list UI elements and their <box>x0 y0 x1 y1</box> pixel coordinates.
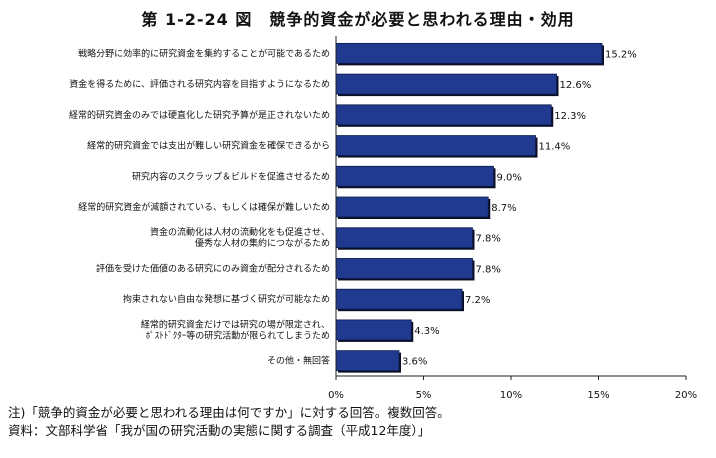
category-label-9: 経常的研究資金だけでは研究の場が限定され、ﾎﾟｽﾄﾄﾞｸﾀｰ等の研究活動が限られ… <box>141 318 330 341</box>
footnote-note: 注)「競争的資金が必要と思われる理由は何ですか」に対する回答。複数回答。 <box>8 405 450 420</box>
x-tick-label-1: 5% <box>416 390 432 401</box>
footnote-source: 資料：文部科学省「我が国の研究活動の実態に関する調査（平成12年度）」 <box>8 423 431 438</box>
bar-4 <box>335 165 494 187</box>
bar-1 <box>335 73 557 95</box>
value-label-5: 8.7% <box>491 203 516 214</box>
bar-5 <box>335 196 489 218</box>
category-label-10: その他・無回答 <box>267 355 330 367</box>
bar-2 <box>335 104 552 126</box>
x-tick-label-2: 10% <box>500 390 522 401</box>
value-label-8: 7.2% <box>465 295 490 306</box>
value-label-6: 7.8% <box>476 234 501 245</box>
value-label-7: 7.8% <box>476 264 501 275</box>
footnotes: 注)「競争的資金が必要と思われる理由は何ですか」に対する回答。複数回答。 資料：… <box>8 404 450 440</box>
category-label-4: 研究内容のスクラップ＆ビルドを促進させるため <box>132 170 330 182</box>
bar-7 <box>335 258 473 279</box>
value-label-4: 9.0% <box>497 172 522 183</box>
category-label-3: 経常的研究資金では支出が難しい研究資金を確保できるから <box>87 140 330 152</box>
chart-title: 第 1-2-24 図 競争的資金が必要と思われる理由・効用 <box>141 10 575 29</box>
category-label-8: 拘束されない自由な発想に基づく研究が可能なため <box>123 293 330 305</box>
category-label-0: 戦略分野に効率的に研究資金を集約することが可能であるため <box>78 47 330 59</box>
value-label-9: 4.3% <box>414 326 439 337</box>
category-labels: 戦略分野に効率的に研究資金を集約することが可能であるため資金を得るために、評価さ… <box>69 47 330 366</box>
x-tick-label-3: 15% <box>587 390 609 401</box>
category-label-1: 資金を得るために、評価される研究内容を目指すようになるため <box>69 78 330 90</box>
x-tick-label-0: 0% <box>328 390 344 401</box>
bar-3 <box>335 135 536 156</box>
x-axis: 0% 5% 10% 15% 20% <box>328 36 697 401</box>
bar-chart: 戦略分野に効率的に研究資金を集約することが可能であるため資金を得るために、評価さ… <box>69 36 697 401</box>
bars <box>335 42 604 373</box>
value-label-0: 15.2% <box>605 49 637 60</box>
category-label-2: 経常的研究資金のみでは硬直化した研究予算が是正されないため <box>69 109 330 121</box>
category-label-5: 経常的研究資金が減額されている、もしくは確保が難しいため <box>78 201 330 213</box>
value-label-3: 11.4% <box>539 142 571 153</box>
bar-6 <box>335 227 473 249</box>
bar-0 <box>335 42 603 64</box>
value-label-10: 3.6% <box>402 357 427 368</box>
bar-10 <box>335 350 400 372</box>
value-label-1: 12.6% <box>560 80 592 91</box>
value-labels: 15.2% 12.6% 12.3% 11.4% 9.0% 8.7% 7.8% 7.8% 7.2%… <box>402 49 637 367</box>
value-label-2: 12.3% <box>554 111 586 122</box>
bar-9 <box>335 319 412 341</box>
bar-8 <box>335 288 463 310</box>
category-label-7: 評価を受けた価値のある研究にのみ資金が配分されるため <box>96 262 330 274</box>
category-label-6: 資金の流動化は人材の流動化をも促進させ、優秀な人材の集約につながるため <box>150 226 330 249</box>
x-tick-label-4: 20% <box>675 390 697 401</box>
